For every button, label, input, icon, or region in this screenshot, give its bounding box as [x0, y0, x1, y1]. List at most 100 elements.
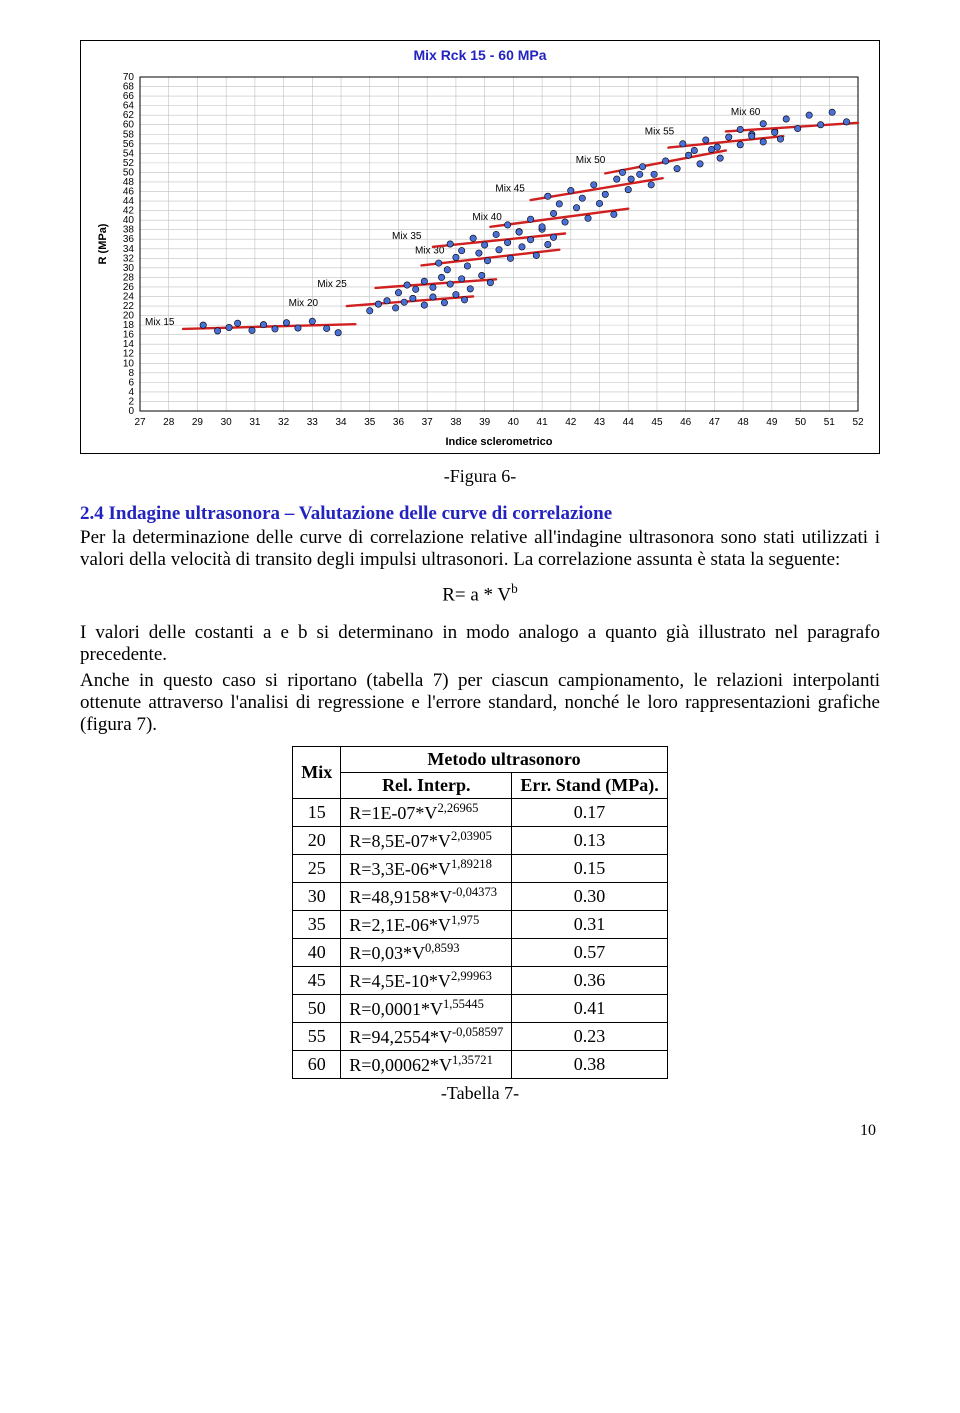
table-row: 30R=48,9158*V-0,043730.30	[293, 883, 667, 911]
table-row: 40R=0,03*V0,85930.57	[293, 939, 667, 967]
svg-text:Mix 55: Mix 55	[645, 126, 675, 137]
svg-text:8: 8	[128, 368, 134, 379]
svg-text:14: 14	[123, 339, 135, 350]
svg-text:43: 43	[594, 417, 606, 428]
formula-exponent: b	[511, 581, 518, 596]
table-row: 15R=1E-07*V2,269650.17	[293, 799, 667, 827]
svg-text:50: 50	[123, 167, 135, 178]
svg-text:54: 54	[123, 148, 135, 159]
svg-text:29: 29	[192, 417, 204, 428]
table-row: 50R=0,0001*V1,554450.41	[293, 995, 667, 1023]
svg-text:33: 33	[307, 417, 319, 428]
svg-text:34: 34	[335, 417, 347, 428]
table-row: 55R=94,2554*V-0,0585970.23	[293, 1023, 667, 1051]
svg-text:Mix 20: Mix 20	[289, 298, 319, 309]
svg-text:40: 40	[508, 417, 520, 428]
svg-text:32: 32	[278, 417, 290, 428]
col-group-header: Metodo ultrasonoro	[341, 747, 667, 773]
svg-text:39: 39	[479, 417, 491, 428]
svg-text:2: 2	[128, 396, 134, 407]
table-7: MixMetodo ultrasonoroRel. Interp.Err. St…	[292, 746, 667, 1079]
svg-text:20: 20	[123, 311, 135, 322]
svg-text:64: 64	[123, 101, 135, 112]
svg-text:36: 36	[393, 417, 405, 428]
paragraph-3: Anche in questo caso si riportano (tabel…	[80, 670, 880, 736]
svg-text:24: 24	[123, 291, 135, 302]
svg-text:52: 52	[123, 158, 135, 169]
table-row: 60R=0,00062*V1,357210.38	[293, 1051, 667, 1079]
svg-text:38: 38	[123, 225, 135, 236]
svg-text:Mix 15: Mix 15	[145, 317, 175, 328]
svg-text:52: 52	[852, 417, 864, 428]
svg-text:0: 0	[128, 406, 134, 417]
svg-text:38: 38	[450, 417, 462, 428]
svg-text:44: 44	[123, 196, 135, 207]
table-row: 20R=8,5E-07*V2,039050.13	[293, 827, 667, 855]
col-mix: Mix	[293, 747, 341, 799]
chart-figure: Mix Rck 15 - 60 MPa 27282930313233343536…	[80, 40, 880, 454]
svg-text:46: 46	[123, 187, 135, 198]
correlation-formula: R= a * Vb	[80, 581, 880, 606]
svg-text:45: 45	[651, 417, 663, 428]
paragraph-2: I valori delle costanti a e b si determi…	[80, 622, 880, 666]
svg-text:58: 58	[123, 129, 135, 140]
svg-text:Mix 45: Mix 45	[495, 184, 525, 195]
table-row: 45R=4,5E-10*V2,999630.36	[293, 967, 667, 995]
page-number: 10	[80, 1122, 880, 1140]
paragraph-1: Per la determinazione delle curve di cor…	[80, 527, 880, 571]
svg-text:26: 26	[123, 282, 135, 293]
col-rel: Rel. Interp.	[341, 773, 512, 799]
svg-text:22: 22	[123, 301, 135, 312]
svg-text:62: 62	[123, 110, 135, 121]
svg-text:48: 48	[123, 177, 135, 188]
formula-base: R= a * V	[442, 584, 511, 605]
svg-text:37: 37	[422, 417, 434, 428]
svg-text:16: 16	[123, 330, 135, 341]
page-container: Mix Rck 15 - 60 MPa 27282930313233343536…	[0, 0, 960, 1160]
svg-text:18: 18	[123, 320, 135, 331]
svg-text:28: 28	[123, 272, 135, 283]
svg-text:34: 34	[123, 244, 135, 255]
svg-text:Indice sclerometrico: Indice sclerometrico	[446, 436, 553, 448]
svg-text:46: 46	[680, 417, 692, 428]
svg-text:Mix 60: Mix 60	[731, 107, 761, 118]
svg-text:50: 50	[795, 417, 807, 428]
svg-text:32: 32	[123, 253, 135, 264]
svg-text:42: 42	[123, 206, 135, 217]
section-heading: 2.4 Indagine ultrasonora – Valutazione d…	[80, 503, 880, 525]
svg-text:12: 12	[123, 349, 135, 360]
table-row: 35R=2,1E-06*V1,9750.31	[293, 911, 667, 939]
svg-text:28: 28	[163, 417, 175, 428]
svg-text:35: 35	[364, 417, 376, 428]
table-caption: -Tabella 7-	[80, 1083, 880, 1104]
svg-text:41: 41	[537, 417, 549, 428]
svg-text:10: 10	[123, 358, 135, 369]
table-row: 25R=3,3E-06*V1,892180.15	[293, 855, 667, 883]
svg-text:49: 49	[766, 417, 778, 428]
svg-text:30: 30	[123, 263, 135, 274]
svg-text:60: 60	[123, 120, 135, 131]
svg-text:Mix 35: Mix 35	[392, 231, 422, 242]
svg-text:56: 56	[123, 139, 135, 150]
svg-text:30: 30	[221, 417, 233, 428]
svg-text:27: 27	[134, 417, 146, 428]
svg-text:36: 36	[123, 234, 135, 245]
svg-text:31: 31	[249, 417, 261, 428]
svg-text:42: 42	[565, 417, 577, 428]
svg-text:48: 48	[738, 417, 750, 428]
svg-text:44: 44	[623, 417, 635, 428]
svg-text:Mix 25: Mix 25	[317, 279, 347, 290]
svg-text:Mix 50: Mix 50	[576, 155, 606, 166]
svg-text:66: 66	[123, 91, 135, 102]
svg-text:6: 6	[128, 377, 134, 388]
col-err: Err. Stand (MPa).	[512, 773, 667, 799]
svg-text:Mix 40: Mix 40	[472, 212, 502, 223]
svg-text:68: 68	[123, 82, 135, 93]
svg-text:40: 40	[123, 215, 135, 226]
scatter-chart: 2728293031323334353637383940414243444546…	[90, 71, 870, 451]
svg-text:51: 51	[824, 417, 836, 428]
figure-caption: -Figura 6-	[80, 466, 880, 487]
svg-text:70: 70	[123, 72, 135, 83]
chart-title: Mix Rck 15 - 60 MPa	[85, 47, 875, 63]
svg-text:R (MPa): R (MPa)	[97, 223, 109, 264]
